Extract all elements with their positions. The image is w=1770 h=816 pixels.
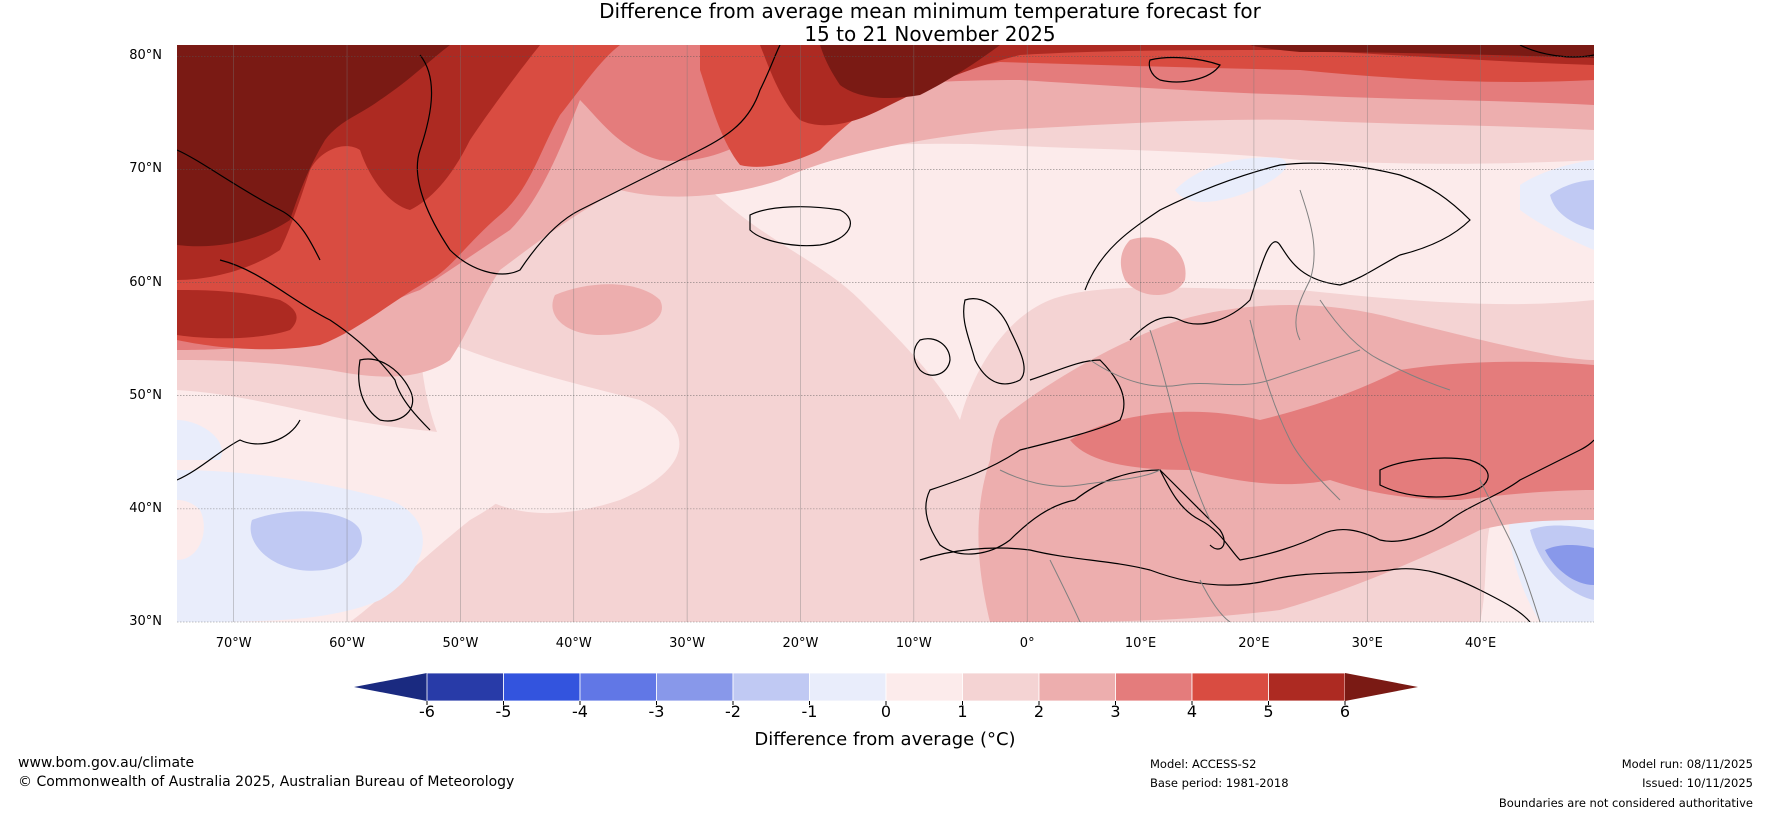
- website-text: www.bom.gov.au/climate: [18, 755, 195, 771]
- colorbar-tick-label: 3: [1110, 702, 1121, 721]
- anomaly-band-neg1-0: [177, 420, 222, 460]
- anomaly-band-2-3: [552, 284, 662, 335]
- border-line: [1479, 479, 1541, 622]
- border-line: [1199, 579, 1231, 622]
- colorbar-over-arrow: [1345, 673, 1418, 701]
- border-line: [1295, 189, 1315, 341]
- border-line: [1249, 319, 1341, 501]
- graticule: [177, 45, 1594, 623]
- longitude-label: 40°E: [1464, 636, 1497, 651]
- longitude-label: 60°W: [329, 636, 365, 651]
- anomaly-band-3-4: [1070, 361, 1594, 500]
- title-line-2: 15 to 21 November 2025: [804, 22, 1056, 46]
- iceland-coast: [749, 206, 851, 247]
- issued-text: Issued: 10/11/2025: [1642, 776, 1753, 790]
- anomaly-band-2-3: [1120, 237, 1186, 295]
- longitude-label: 70°W: [215, 636, 252, 651]
- longitude-label: 20°E: [1238, 636, 1270, 651]
- colorbar-segment: [656, 672, 734, 702]
- title-line-1: Difference from average mean minimum tem…: [599, 0, 1261, 23]
- model-text: Model: ACCESS-S2: [1150, 757, 1257, 771]
- anomaly-band-neg2-neg1: [250, 511, 362, 571]
- latitude-label: 40°N: [129, 500, 162, 516]
- border-line: [999, 469, 1161, 487]
- colorbar-label: Difference from average (°C): [754, 729, 1016, 750]
- anomaly-band-5-6: [177, 290, 297, 339]
- us-east-coast: [177, 419, 301, 481]
- colorbar-segment: [809, 672, 887, 702]
- north-africa-coast: [919, 547, 1531, 622]
- anomaly-band-over-6: [820, 45, 1000, 98]
- model-run-text: Model run: 08/11/2025: [1621, 757, 1753, 771]
- longitude-label: 0°: [1019, 636, 1035, 651]
- colorbar-tick-label: 6: [1339, 702, 1351, 721]
- latitude-label: 80°N: [129, 48, 162, 64]
- longitude-label: 30°E: [1351, 636, 1383, 651]
- colorbar-tick-label: -4: [572, 702, 588, 721]
- newfoundland-coast: [358, 358, 414, 422]
- colorbar-segment: [885, 672, 963, 702]
- map-title: Difference from average mean minimum tem…: [0, 0, 1770, 46]
- black-sea-coast: [1379, 457, 1489, 498]
- latitude-label: 50°N: [129, 387, 162, 403]
- colorbar-tick-label: 0: [880, 702, 892, 721]
- colorbar-segment: [1268, 672, 1346, 702]
- anomaly-band-over-6: [177, 45, 450, 247]
- colorbar-segment: [1115, 672, 1193, 702]
- border-line: [1319, 299, 1451, 391]
- colorbar-tick-label: -2: [725, 702, 741, 721]
- latitude-label: 70°N: [129, 161, 162, 177]
- svalbard-coast: [1148, 56, 1221, 83]
- europe-coast: [925, 359, 1594, 561]
- italy-coast: [1159, 469, 1225, 550]
- colorbar-tick-label: 2: [1033, 702, 1045, 721]
- colorbar-segment: [962, 672, 1040, 702]
- labrador-coast: [219, 259, 431, 431]
- longitude-label: 30°W: [669, 636, 706, 651]
- british-isles-coast: [963, 298, 1025, 385]
- colorbar-segment: [732, 672, 810, 702]
- colorbar-segment: [503, 672, 581, 702]
- colorbar-segment: [1038, 672, 1116, 702]
- disclaimer-text: Boundaries are not considered authoritat…: [1498, 796, 1753, 810]
- anomaly-band-over-6: [1250, 45, 1594, 58]
- colorbar-tick-label: 5: [1263, 702, 1274, 721]
- country-borders: [999, 189, 1541, 622]
- longitude-label: 40°W: [555, 636, 592, 651]
- anomaly-band-neg2-neg1: [1550, 180, 1594, 230]
- border-line: [1089, 349, 1361, 387]
- colorbar-tick-label: -1: [801, 702, 818, 721]
- copyright-text: © Commonwealth of Australia 2025, Austra…: [18, 774, 515, 790]
- greenland-coast: [416, 45, 781, 275]
- colorbar-tick-label: -6: [419, 702, 435, 721]
- colorbar-under-arrow: [354, 673, 427, 701]
- anomaly-band-0-1: [420, 330, 680, 514]
- longitude-label: 10°W: [895, 636, 932, 651]
- colorbar-tick-label: 1: [957, 702, 968, 721]
- border-line: [1149, 329, 1211, 521]
- border-line: [1049, 559, 1081, 622]
- anomaly-band-neg3-neg2: [1545, 544, 1594, 585]
- coastlines: [177, 45, 1594, 622]
- colorbar-segment: [579, 672, 657, 702]
- latitude-label: 30°N: [129, 614, 162, 629]
- longitude-label: 20°W: [782, 636, 819, 651]
- latitude-label: 60°N: [129, 274, 162, 290]
- colorbar-tick-label: -3: [648, 702, 665, 721]
- colorbar-tick-label: -5: [495, 702, 512, 721]
- colorbar-tick-label: 4: [1186, 702, 1198, 721]
- longitude-label: 10°E: [1124, 636, 1157, 651]
- anomaly-field: [177, 45, 1594, 622]
- baffin-coast: [177, 149, 321, 261]
- colorbar: [354, 672, 1418, 705]
- colorbar-segment: [1191, 672, 1269, 702]
- longitude-label: 50°W: [442, 636, 479, 651]
- colorbar-segment: [426, 672, 504, 702]
- scandinavia-coast: [1084, 162, 1471, 341]
- base-period-text: Base period: 1981-2018: [1150, 776, 1289, 790]
